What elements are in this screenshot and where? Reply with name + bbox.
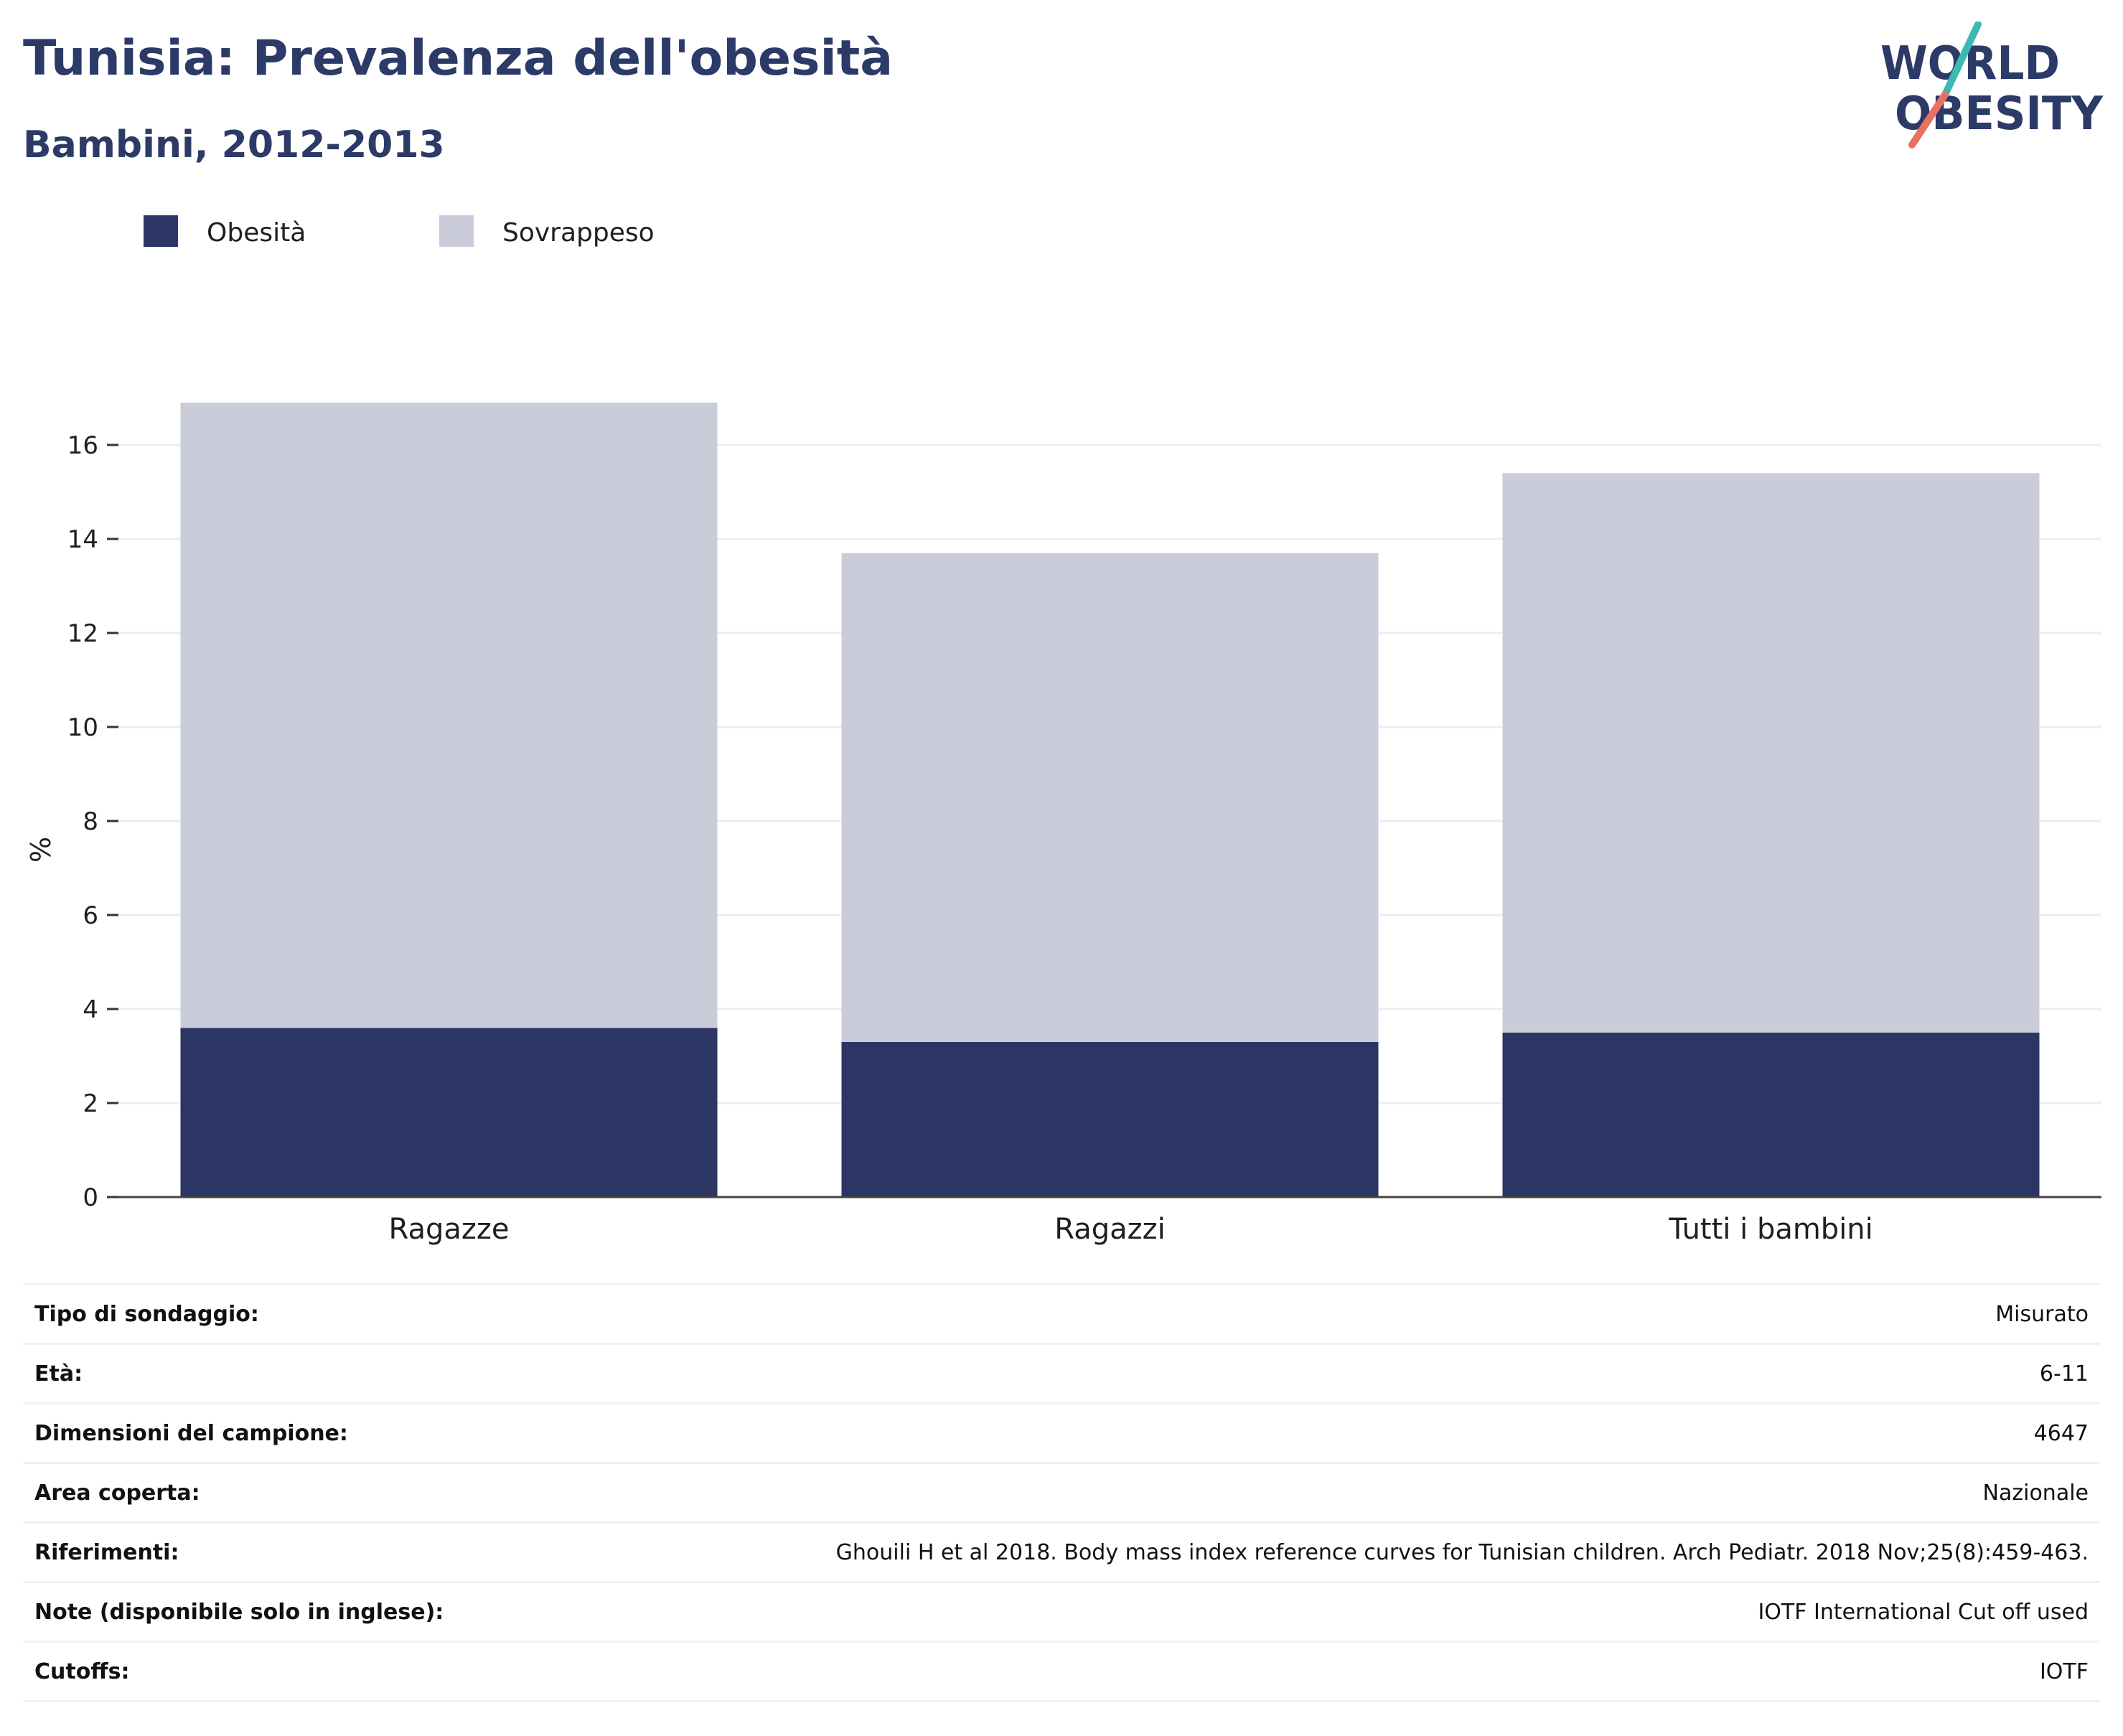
logo-slash-teal bbox=[1941, 22, 1982, 98]
y-tick-label: 10 bbox=[67, 713, 98, 742]
info-value: Misurato bbox=[1995, 1301, 2089, 1327]
bar-overweight-2 bbox=[1502, 473, 2040, 1033]
bar-overweight-1 bbox=[841, 553, 1379, 1042]
bar-obesity-1 bbox=[841, 1041, 1379, 1197]
info-value: Nazionale bbox=[1982, 1480, 2089, 1506]
world-obesity-logo: WORLD OBESITY bbox=[1880, 22, 2104, 149]
info-label: Area coperta: bbox=[34, 1480, 200, 1506]
bar-overweight-0 bbox=[180, 403, 718, 1028]
y-tick-label: 2 bbox=[83, 1089, 98, 1118]
logo-line-obesity: OBESITY bbox=[1895, 88, 2104, 141]
info-row: Tipo di sondaggio: Misurato bbox=[23, 1284, 2100, 1344]
axes: 0 2 4 6 8 10 12 14 16% Ragazze Ragazzi Tutti i bamb… bbox=[25, 431, 2101, 1246]
info-row: Area coperta: Nazionale bbox=[23, 1463, 2100, 1523]
info-label: Tipo di sondaggio: bbox=[34, 1301, 259, 1327]
info-value: IOTF bbox=[2039, 1658, 2089, 1684]
y-tick-label: 8 bbox=[83, 807, 98, 836]
info-label: Riferimenti: bbox=[34, 1539, 179, 1565]
x-tick-label: Ragazzi bbox=[1054, 1213, 1165, 1246]
y-tick-label: 14 bbox=[67, 525, 98, 554]
bar-obesity-0 bbox=[180, 1028, 718, 1197]
info-value: Ghouili H et al 2018. Body mass index re… bbox=[835, 1539, 2089, 1565]
bars bbox=[180, 403, 2040, 1197]
info-value: 4647 bbox=[2033, 1420, 2089, 1446]
info-label: Età: bbox=[34, 1361, 83, 1387]
info-label: Note (disponibile solo in inglese): bbox=[34, 1599, 444, 1625]
logo-slash-coral bbox=[1908, 91, 1949, 149]
info-row: Note (disponibile solo in inglese): IOTF … bbox=[23, 1582, 2100, 1642]
chart-title: Tunisia: Prevalenza dell'obesità bbox=[23, 30, 894, 87]
legend-swatch-0 bbox=[144, 215, 178, 247]
info-row: Cutoffs: IOTF bbox=[23, 1641, 2100, 1702]
legend-label-1: Sovrappeso bbox=[502, 218, 655, 248]
y-tick-label: 4 bbox=[83, 995, 98, 1024]
info-row: Riferimenti: Ghouili H et al 2018. Body m… bbox=[23, 1522, 2100, 1582]
y-axis-label: % bbox=[25, 837, 57, 863]
stacked-bar-chart: Obesità Sovrappeso 0 2 4 6 8 10 12 14 16% Ragazze R… bbox=[25, 215, 2101, 1246]
bar-obesity-2 bbox=[1502, 1032, 2040, 1197]
info-row: Dimensioni del campione: 4647 bbox=[23, 1403, 2100, 1463]
info-label: Cutoffs: bbox=[34, 1658, 130, 1684]
y-tick-label: 0 bbox=[83, 1183, 98, 1212]
info-value: IOTF International Cut off used bbox=[1758, 1599, 2089, 1625]
y-tick-label: 6 bbox=[83, 901, 98, 930]
y-tick-label: 12 bbox=[67, 619, 98, 648]
y-tick-label: 16 bbox=[67, 431, 98, 460]
x-tick-label: Tutti i bambini bbox=[1668, 1213, 1873, 1246]
legend: Obesità Sovrappeso bbox=[144, 215, 655, 248]
info-label: Dimensioni del campione: bbox=[34, 1420, 348, 1446]
survey-info-table: Tipo di sondaggio: Misurato Età: 6-11 Dimens… bbox=[23, 1283, 2100, 1702]
chart-subtitle: Bambini, 2012-2013 bbox=[23, 123, 445, 166]
info-value: 6-11 bbox=[2039, 1361, 2089, 1387]
legend-swatch-1 bbox=[439, 215, 474, 247]
info-row: Età: 6-11 bbox=[23, 1343, 2100, 1404]
legend-label-0: Obesità bbox=[207, 218, 306, 248]
x-tick-label: Ragazze bbox=[389, 1213, 510, 1246]
